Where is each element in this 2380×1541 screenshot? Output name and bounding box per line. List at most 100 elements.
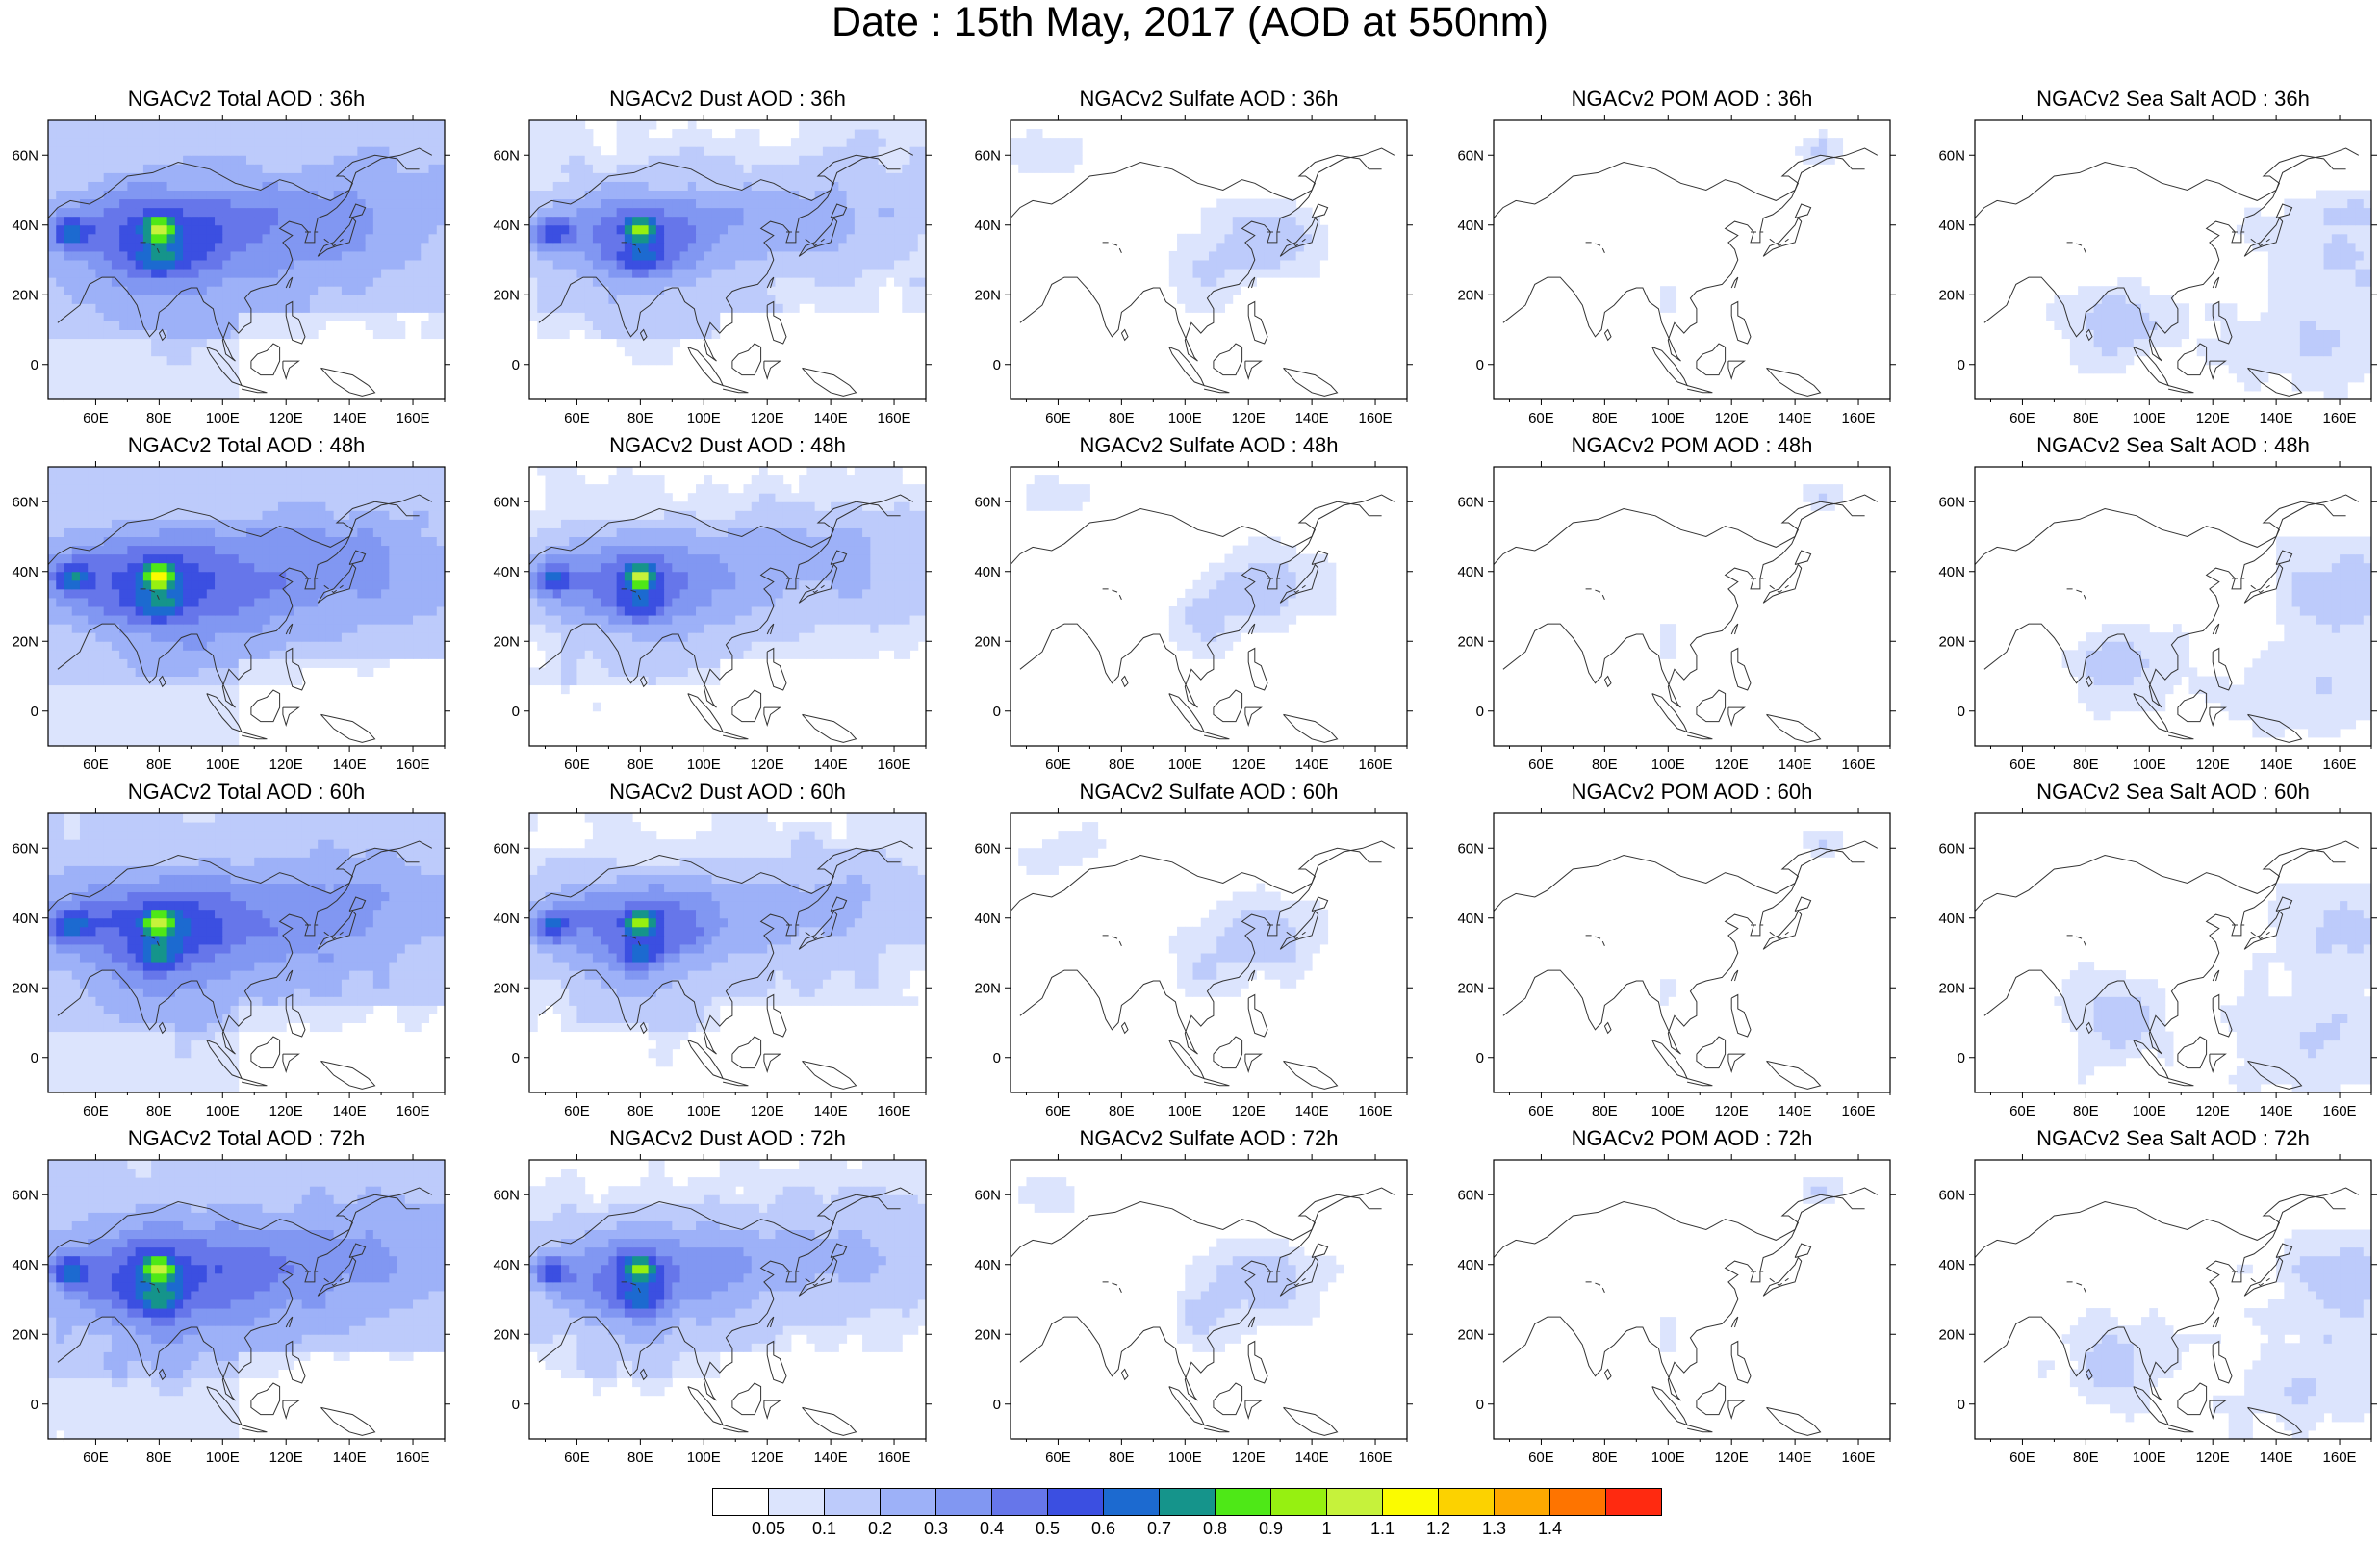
aod-cell bbox=[389, 537, 397, 547]
aod-cell bbox=[127, 685, 136, 695]
aod-cell bbox=[88, 572, 96, 581]
aod-cell bbox=[712, 172, 721, 182]
aod-cell bbox=[2364, 339, 2372, 348]
aod-cell bbox=[112, 356, 120, 366]
aod-cell bbox=[349, 243, 358, 252]
aod-cell bbox=[421, 572, 429, 581]
aod-cell bbox=[191, 120, 199, 130]
aod-cell bbox=[151, 260, 160, 270]
aod-cell bbox=[119, 685, 128, 695]
aod-cell bbox=[823, 286, 832, 295]
aod-cell bbox=[80, 129, 89, 139]
aod-cell bbox=[207, 382, 216, 392]
aod-cell bbox=[656, 251, 665, 261]
aod-cell bbox=[104, 667, 113, 677]
aod-cell bbox=[56, 563, 64, 573]
aod-cell bbox=[95, 527, 104, 537]
aod-cell bbox=[56, 391, 64, 400]
aod-cell bbox=[175, 225, 184, 235]
aod-cell bbox=[72, 339, 81, 348]
aod-cell bbox=[262, 181, 270, 191]
aod-cell bbox=[593, 243, 601, 252]
aod-cell bbox=[175, 598, 184, 607]
aod-cell bbox=[357, 467, 366, 476]
aod-cell bbox=[437, 269, 446, 278]
aod-cell bbox=[752, 155, 760, 165]
aod-cell bbox=[325, 519, 334, 528]
aod-cell bbox=[88, 330, 96, 340]
aod-cell bbox=[127, 303, 136, 313]
aod-cell bbox=[104, 563, 113, 573]
aod-cell bbox=[246, 191, 255, 200]
aod-cell bbox=[608, 260, 617, 270]
aod-cell bbox=[2134, 339, 2142, 348]
aod-cell bbox=[342, 615, 350, 625]
aod-cell bbox=[664, 295, 673, 304]
aod-cell bbox=[254, 537, 263, 547]
aod-cell bbox=[270, 475, 279, 485]
aod-cell bbox=[405, 251, 414, 261]
aod-cell bbox=[799, 155, 807, 165]
aod-cell bbox=[231, 217, 240, 226]
aod-cell bbox=[2332, 303, 2341, 313]
aod-cell bbox=[318, 138, 326, 147]
aod-cell bbox=[838, 138, 847, 147]
aod-cell bbox=[119, 120, 128, 130]
aod-cell bbox=[576, 146, 585, 156]
aod-cell bbox=[278, 632, 287, 642]
aod-cell bbox=[254, 563, 263, 573]
aod-cell bbox=[775, 295, 783, 304]
aod-cell bbox=[608, 172, 617, 182]
aod-cell bbox=[199, 598, 208, 607]
aod-cell bbox=[366, 208, 374, 218]
aod-cell bbox=[56, 181, 64, 191]
aod-cell bbox=[2086, 365, 2094, 374]
aod-cell bbox=[254, 606, 263, 616]
aod-cell bbox=[870, 129, 879, 139]
aod-cell bbox=[421, 598, 429, 607]
aod-cell bbox=[720, 146, 729, 156]
aod-cell bbox=[373, 208, 382, 218]
aod-cell bbox=[720, 243, 729, 252]
aod-cell bbox=[672, 295, 680, 304]
aod-cell bbox=[191, 217, 199, 226]
aod-cell bbox=[791, 251, 800, 261]
aod-cell bbox=[64, 243, 72, 252]
aod-cell bbox=[2237, 365, 2245, 374]
aod-cell bbox=[823, 146, 832, 156]
aod-cell bbox=[278, 199, 287, 209]
aod-cell bbox=[373, 632, 382, 642]
aod-cell bbox=[397, 615, 406, 625]
aod-cell bbox=[183, 277, 192, 287]
aod-cell bbox=[823, 155, 832, 165]
aod-cell bbox=[183, 129, 192, 139]
aod-cell bbox=[325, 632, 334, 642]
aod-cell bbox=[680, 191, 689, 200]
aod-cell bbox=[806, 138, 815, 147]
aod-cell bbox=[2110, 365, 2118, 374]
aod-cell bbox=[593, 677, 601, 686]
aod-cell bbox=[759, 295, 768, 304]
aod-cell bbox=[366, 303, 374, 313]
aod-cell bbox=[656, 138, 665, 147]
aod-cell bbox=[529, 208, 538, 218]
aod-cell bbox=[886, 199, 895, 209]
aod-cell bbox=[2316, 234, 2324, 244]
aod-cell bbox=[656, 339, 665, 348]
aod-cell bbox=[680, 295, 689, 304]
aod-cell bbox=[2261, 217, 2269, 226]
aod-cell bbox=[175, 537, 184, 547]
aod-cell bbox=[902, 225, 910, 235]
aod-cell bbox=[167, 234, 176, 244]
aod-cell bbox=[728, 199, 736, 209]
aod-cell bbox=[625, 295, 633, 304]
aod-cell bbox=[175, 269, 184, 278]
aod-cell bbox=[183, 554, 192, 564]
aod-cell bbox=[302, 467, 311, 476]
aod-cell bbox=[553, 208, 562, 218]
aod-cell bbox=[254, 467, 263, 476]
aod-cell bbox=[576, 172, 585, 182]
aod-cell bbox=[48, 330, 57, 340]
aod-cell bbox=[254, 598, 263, 607]
aod-cell bbox=[429, 598, 438, 607]
